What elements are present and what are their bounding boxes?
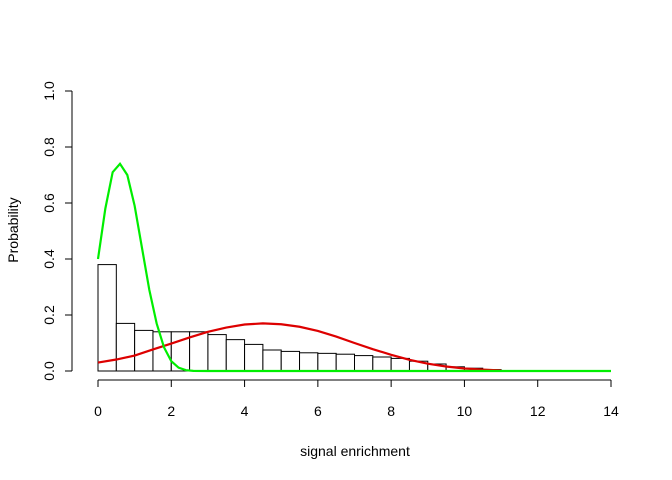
histogram-bar bbox=[390, 357, 410, 372]
density-curves bbox=[96, 161, 611, 373]
x-tick-label: 12 bbox=[530, 403, 546, 419]
histogram-bars bbox=[97, 264, 502, 372]
histogram-bar bbox=[317, 352, 337, 372]
y-tick-label: 1.0 bbox=[41, 81, 57, 101]
histogram-bar bbox=[354, 355, 374, 372]
histogram-bar bbox=[262, 349, 282, 372]
x-tick-label: 10 bbox=[457, 403, 473, 419]
y-tick-label: 0.8 bbox=[41, 137, 57, 157]
x-tick-label: 14 bbox=[603, 403, 619, 419]
histogram-bar bbox=[207, 334, 227, 372]
histogram-bar bbox=[244, 343, 264, 372]
histogram-bar bbox=[115, 322, 136, 372]
x-axis-title: signal enrichment bbox=[300, 443, 410, 459]
histogram-bar bbox=[372, 356, 392, 372]
histogram-bar bbox=[280, 350, 301, 372]
x-tick-label: 8 bbox=[387, 403, 395, 419]
y-axis-title: Probability bbox=[5, 197, 21, 262]
axes: 0 2 4 6 8 10 12 14 0.0 0.2 0.4 0.6 0.8 1.0 bbox=[41, 81, 619, 419]
x-tick-label: 0 bbox=[94, 403, 102, 419]
y-tick-label: 0.4 bbox=[41, 249, 57, 269]
histogram-bar bbox=[299, 352, 319, 372]
y-tick-label: 0.6 bbox=[41, 193, 57, 213]
x-tick-label: 6 bbox=[314, 403, 322, 419]
histogram-bar bbox=[335, 353, 355, 372]
x-tick-label: 2 bbox=[167, 403, 175, 419]
y-tick-label: 0.0 bbox=[41, 361, 57, 381]
histogram-bar bbox=[97, 264, 117, 372]
y-tick-label: 0.2 bbox=[41, 305, 57, 325]
x-tick-label: 4 bbox=[241, 403, 249, 419]
red-density-curve bbox=[97, 322, 502, 372]
green-density-curve bbox=[96, 161, 611, 373]
histogram-bar bbox=[225, 339, 246, 372]
